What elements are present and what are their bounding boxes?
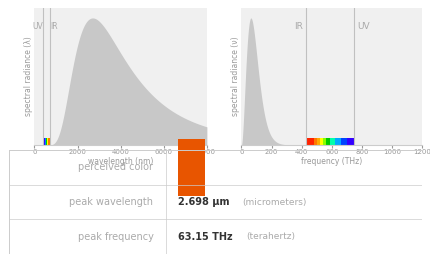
Bar [325,138,330,145]
Bar [316,138,319,145]
Bar [48,138,49,145]
Bar [313,138,316,145]
Bar [334,138,340,145]
Text: (terahertz): (terahertz) [246,232,295,241]
Bar [319,138,322,145]
Text: UV: UV [357,22,369,31]
Text: IR: IR [294,22,303,31]
Bar [178,139,205,196]
Bar [340,138,346,145]
Bar [322,138,325,145]
Bar [47,138,48,145]
Bar [306,138,313,145]
Y-axis label: spectral radiance (ν): spectral radiance (ν) [230,37,240,116]
Text: peak wavelength: peak wavelength [69,197,153,207]
Y-axis label: spectral radiance (λ): spectral radiance (λ) [24,37,33,116]
X-axis label: frequency (THz): frequency (THz) [301,157,362,166]
Text: IR: IR [50,22,57,31]
Text: (micrometers): (micrometers) [242,198,306,206]
Bar [330,138,334,145]
Bar [44,138,45,145]
X-axis label: wavelength (nm): wavelength (nm) [88,157,153,166]
Bar [46,138,47,145]
Text: perceived color: perceived color [78,162,153,172]
Text: 63.15 THz: 63.15 THz [178,232,239,242]
Bar [43,138,44,145]
Text: 2.698 µm: 2.698 µm [178,197,236,207]
Text: UV: UV [32,22,43,31]
Bar [346,138,354,145]
Bar [45,138,46,145]
Text: peak frequency: peak frequency [77,232,153,242]
